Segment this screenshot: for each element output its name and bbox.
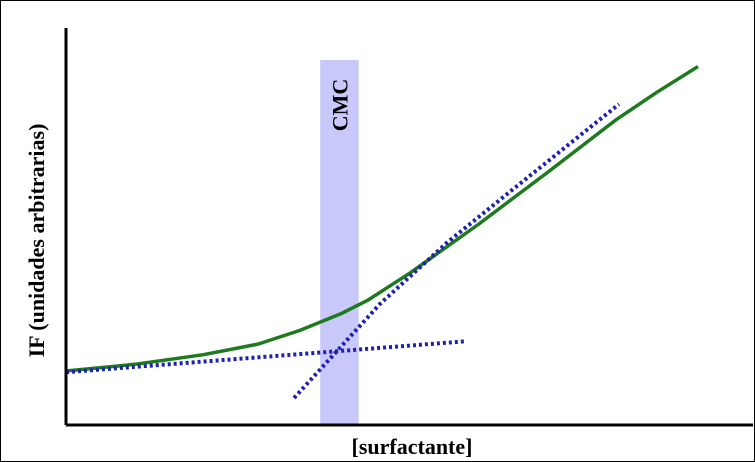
series-layer bbox=[65, 65, 699, 400]
dotted-tangent-line-1 bbox=[65, 339, 467, 375]
y-axis-title: IF (unidades arbitrarias) bbox=[24, 124, 49, 358]
dotted-tangent-line-2 bbox=[292, 102, 621, 400]
x-axis-title: [surfactante] bbox=[352, 434, 473, 459]
cmc-band bbox=[320, 60, 359, 425]
cmc-label: CMC bbox=[327, 79, 352, 132]
fluorescence-curve bbox=[65, 65, 699, 373]
